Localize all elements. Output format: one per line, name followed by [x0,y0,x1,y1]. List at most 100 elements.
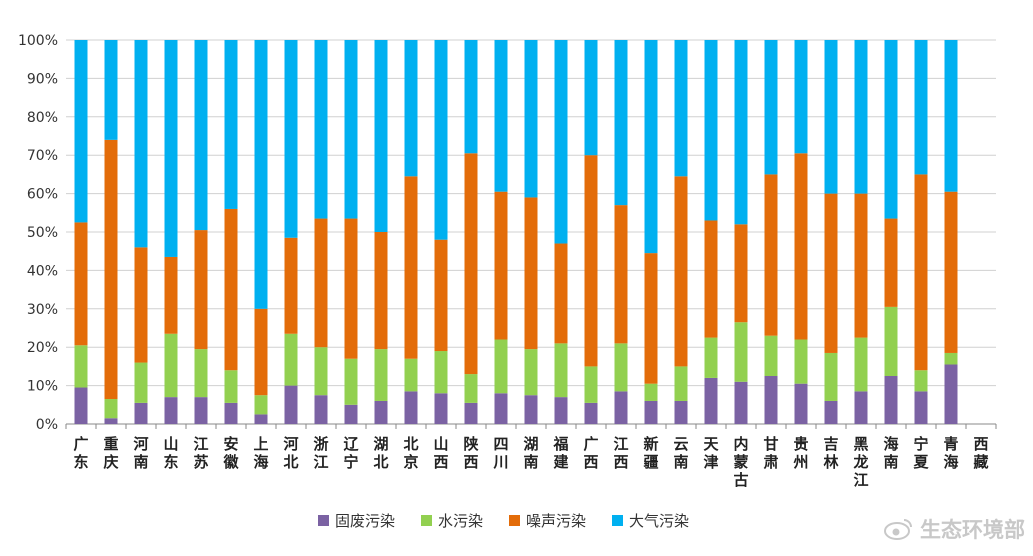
bar-0-16 [554,397,568,424]
bar-1-15 [524,349,538,396]
x-tick-label-1-1: 庆 [103,453,118,471]
x-tick-label-3-0: 山 [163,435,178,453]
bar-1-21 [704,337,718,378]
x-tick-label-30-0: 西 [973,435,988,453]
bar-0-24 [794,383,808,424]
bar-0-18 [614,391,628,424]
bar-2-18 [614,205,628,344]
bar-2-25 [824,193,838,353]
bar-2-29 [944,191,958,353]
y-tick-label-1: 10% [27,379,58,395]
bar-0-1 [104,418,118,424]
x-tick-label-27-0: 海 [883,435,898,453]
bar-3-17 [584,40,598,156]
bar-0-0 [74,387,88,424]
bar-2-17 [584,155,598,367]
legend-item-1: 水污染 [421,510,483,531]
x-tick-label-0-0: 广 [73,435,88,453]
bar-3-18 [614,40,628,206]
bar-2-8 [314,218,328,348]
watermark-text: 生态环境部 [920,518,1025,542]
legend-swatch-0 [318,515,329,526]
x-tick-label-13-0: 陕 [463,435,478,453]
bar-3-2 [134,40,148,248]
bar-0-15 [524,395,538,424]
bar-2-11 [404,176,418,359]
x-tick-label-14-1: 川 [492,453,508,471]
x-tick-label-20-1: 南 [673,453,688,471]
x-tick-label-22-0: 内 [733,435,748,453]
bar-2-27 [884,218,898,307]
bar-1-11 [404,358,418,392]
x-tick-label-9-0: 辽 [343,435,358,453]
legend-item-0: 固废污染 [318,510,395,531]
bar-2-19 [644,253,658,384]
bar-0-28 [914,391,928,424]
bar-3-9 [344,40,358,219]
x-tick-label-12-1: 西 [433,453,448,471]
legend-swatch-2 [509,515,521,526]
bar-3-1 [104,40,118,140]
bar-1-27 [884,306,898,376]
y-tick-label-0: 0% [36,417,58,433]
bar-0-22 [734,381,748,424]
bar-0-10 [374,400,388,424]
x-tick-label-24-0: 贵 [793,435,808,453]
bar-1-1 [104,399,118,419]
bar-3-7 [284,40,298,238]
weibo-eye-icon [884,519,912,540]
bar-1-12 [434,351,448,394]
bar-2-9 [344,218,358,359]
bar-3-13 [464,40,478,154]
legend-label-3: 大气污染 [629,512,690,530]
bar-1-14 [494,339,508,394]
bar-0-14 [494,393,508,424]
bar-2-13 [464,153,478,375]
bar-2-16 [554,243,568,344]
bar-1-8 [314,347,328,396]
bar-2-26 [854,193,868,338]
x-tick-label-21-1: 津 [703,453,718,471]
bar-0-2 [134,402,148,424]
x-tick-label-10-0: 湖 [373,435,388,453]
x-tick-label-16-1: 建 [553,453,569,471]
bar-1-5 [224,370,238,403]
bar-1-19 [644,383,658,401]
bar-2-14 [494,191,508,340]
bar-1-3 [164,333,178,398]
bar-1-22 [734,322,748,382]
x-tick-label-17-0: 广 [583,435,598,453]
y-tick-label-9: 90% [27,71,58,87]
legend-item-3: 大气污染 [612,510,689,531]
bar-3-5 [224,40,238,209]
bar-3-22 [734,40,748,225]
bar-1-6 [254,395,268,415]
y-tick-label-6: 60% [27,187,58,203]
bar-3-4 [194,40,208,231]
bar-3-29 [944,40,958,192]
bar-0-5 [224,402,238,424]
bar-1-29 [944,352,958,365]
bar-1-25 [824,352,838,401]
x-tick-label-11-0: 北 [403,435,418,453]
bar-1-2 [134,362,148,403]
bar-1-18 [614,343,628,392]
bar-1-24 [794,339,808,384]
bar-3-21 [704,40,718,221]
legend-item-2: 噪声污染 [509,510,586,531]
x-tick-label-18-1: 西 [613,453,628,471]
x-tick-label-7-0: 河 [283,435,298,453]
x-tick-label-26-2: 江 [853,471,868,489]
x-tick-label-29-1: 海 [943,453,958,471]
x-tick-label-9-1: 宁 [343,453,358,471]
x-tick-label-12-0: 山 [433,435,448,453]
x-tick-label-1-0: 重 [103,435,118,453]
x-tick-label-11-1: 京 [403,453,418,471]
bar-2-20 [674,176,688,367]
x-tick-label-23-1: 肃 [763,453,778,471]
legend-swatch-3 [612,515,624,526]
x-tick-label-10-1: 北 [373,453,388,471]
x-tick-label-8-1: 江 [313,453,328,471]
